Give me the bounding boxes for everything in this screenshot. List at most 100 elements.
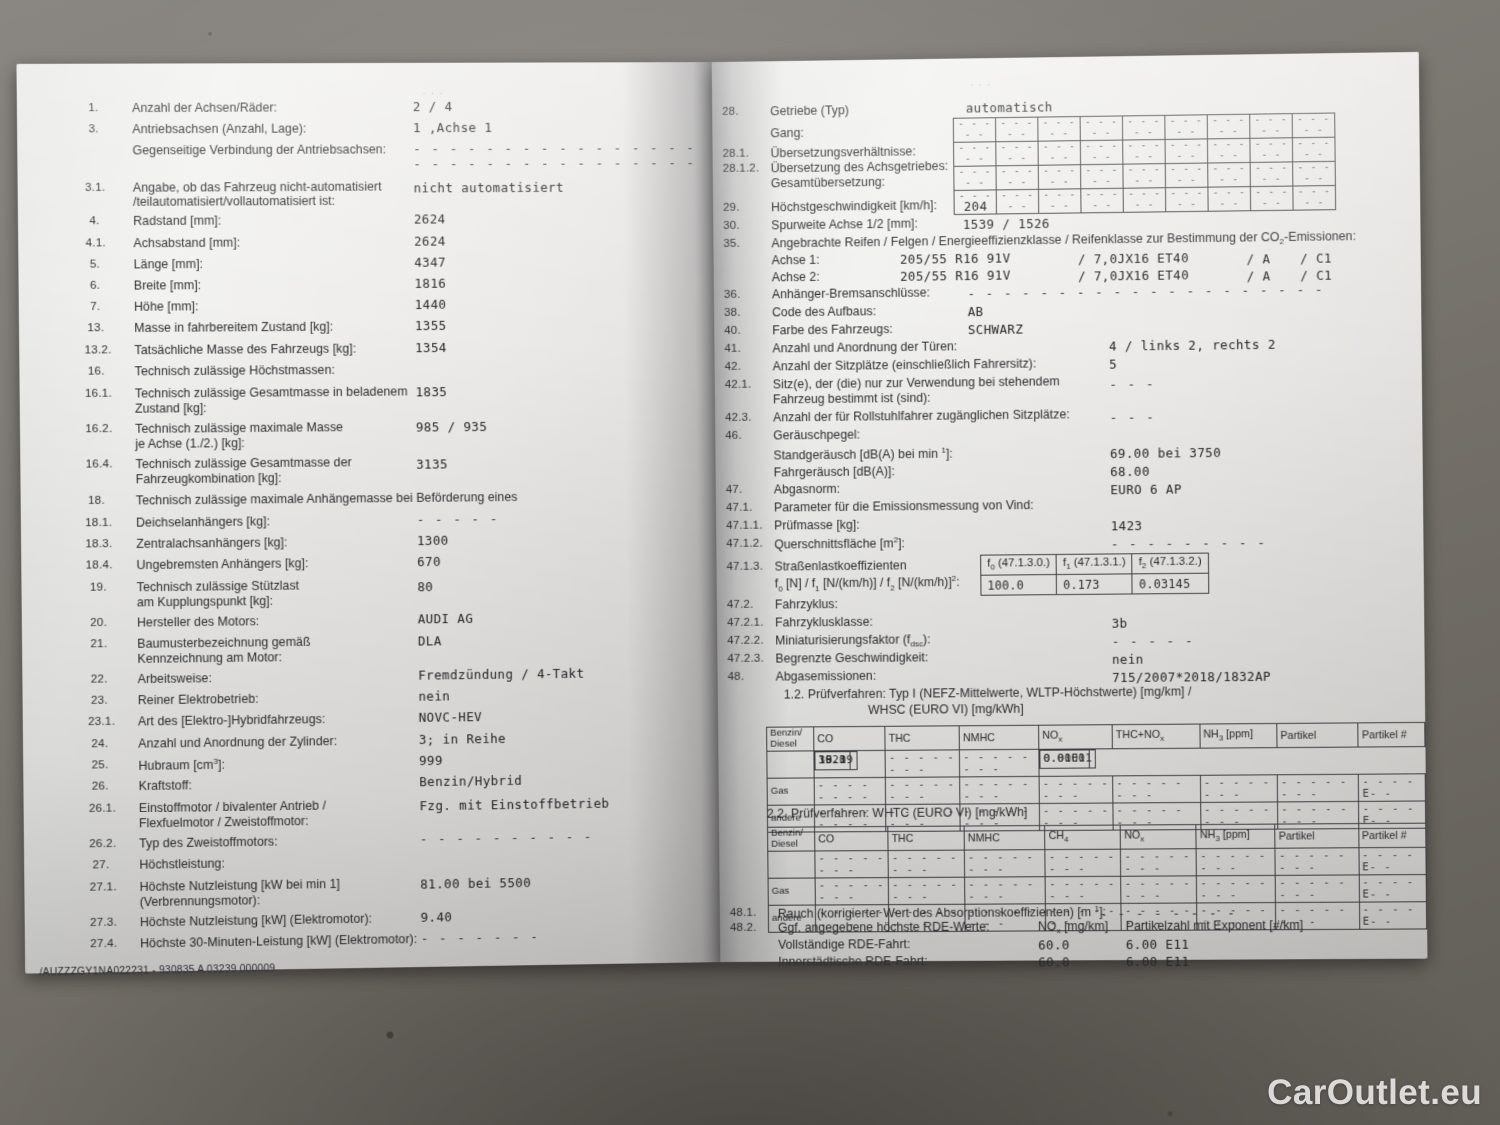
item-value: 80 [417,579,434,595]
emission-column-header: Partikel [1275,823,1359,849]
print-artifact-right: . . . [970,78,992,88]
item-label: Achse 2: [771,269,820,285]
item-label: Achsabstand [mm]: [133,235,241,251]
item-label: Art des [Elektro-]Hybridfahrzeugs: [137,712,326,729]
print-artifact-left: . . . [422,86,445,96]
gear-cell: - - - - - [995,141,1039,166]
gear-cell: - - - - - [1123,187,1166,213]
item-label: Höchste Nutzleistung [kW] (Elektromotor)… [139,911,373,930]
item-number: 27. [92,859,110,872]
item-label: Spurweite Achse 1/2 [mm]: [771,216,918,233]
emission-cell: 0.01E11 [1039,749,1097,769]
item-number: 47.2.2. [727,634,764,647]
emission-cell: - - - -E- - [1358,847,1427,875]
item-value: 68.00 [1110,463,1150,480]
gear-cell: - - - - - [1292,161,1336,187]
item-value: nein [1111,651,1144,667]
item-label: Masse in fahrbereitem Zustand [kg]: [134,319,334,336]
gear-cell: - - - - - [1250,186,1294,211]
right-page-content: . . . 28. Getriebe (Typ) automatisch Gan… [712,52,1428,970]
emission-column-header: NOx [1038,724,1113,750]
item-number: 18.1. [85,516,113,530]
gear-cell: - - - - - [995,117,1039,142]
emission-cell: - - - -E- - [1358,773,1426,802]
item-value: 1354 [415,339,447,356]
gear-cell: - - - - - [1207,138,1251,164]
test-procedure-caption-1: 1.2. Prüfverfahren: Typ I (NEFZ-Mittelwe… [783,684,1192,702]
gear-cell: - - - - - [1292,113,1335,138]
item-label: Technisch zulässige Gesamtmasse der [135,455,352,472]
emission-column-header: THC [884,725,960,751]
emission-column-header: Partikel [1276,722,1359,748]
item-value: 1539 / 1526 [962,215,1050,232]
roadload-value: 0.03145 [1132,573,1209,594]
item-number: 47.2.1. [727,616,764,629]
item-number: 26.2. [89,837,117,851]
emission-column-header: Partikel # [1358,823,1426,848]
gear-ratio-table: - - - - -- - - - -- - - - -- - - - -- - … [953,113,1336,216]
item-value: 985 / 935 [415,418,488,435]
item-value: 670 [417,553,442,570]
emission-column-header: THC+NOx [1112,724,1200,749]
item-number: 22. [90,673,108,686]
item-value: automatisch [965,99,1053,116]
gear-cell: - - - - - [1080,188,1124,213]
item-value: 1300 [416,532,449,549]
item-label: Übersetzungsverhältnisse: [770,144,916,161]
emission-cell: - - - - - - - - [885,749,960,778]
gear-cell: - - - - - [1250,161,1293,187]
emission-cell: - - - - - - - - [1120,848,1197,877]
item-value-rim: / 7,0JX16 ET40 [1077,250,1190,267]
item-label-cont: f0 [N] / f1 [N/(km/h)] / f2 [N/(km/h)]2: [774,573,960,594]
item-number: 7. [90,300,101,314]
item-label: Getriebe (Typ) [770,103,849,119]
emission-cell: - - - - - - - - [1275,847,1359,876]
item-number: 30. [723,219,740,232]
item-number: 4.1. [85,237,106,250]
item-number: 35. [723,237,741,250]
gear-cell: - - - - - [1037,116,1081,142]
item-label: Angabe, ob das Fahrzeug nicht-automatisi… [132,179,382,195]
gear-cell: - - - - - [1164,114,1208,140]
item-label-cont: (Verbrennungsmotor): [139,893,261,910]
item-value: 715/2007*2018/1832AP [1112,668,1272,686]
item-label: Parameter für die Emissionsmessung von V… [773,497,1034,515]
item-value: 1 ,Achse 1 [412,119,493,136]
item-number: 24. [91,737,109,751]
item-value-tyreclass: / C1 [1300,267,1333,284]
item-number: 20. [90,616,108,630]
item-label: Standgeräusch [dB(A) bei min 1]: [773,445,953,463]
rde-urban-pn: 6.00 E11 [1125,953,1190,970]
item-label-cont: je Achse (1./2.) [kg]: [135,436,245,452]
item-value: 81.00 bei 5500 [420,874,532,892]
item-label: Höhe [mm]: [133,299,199,314]
item-label: Fahrgeräusch [dB(A)]: [773,464,895,480]
item-label: Innerstädtische RDE-Fahrt: [778,954,928,969]
watermark: CarOutlet.eu [1267,1073,1482,1112]
item-value: 1835 [415,384,448,400]
item-number: 3.1. [84,181,106,194]
emission-cell: 35.1 [814,751,851,771]
rde-full-pn: 6.00 E11 [1125,936,1190,953]
item-value-efficiency: / A [1246,268,1271,284]
item-value: EURO 6 AP [1110,481,1182,498]
roadload-header: f0 (47.1.3.0.) [980,554,1057,576]
rde-urban-nox: 60.0 [1038,954,1071,970]
item-label-cont: Kennzeichnung am Motor: [137,650,282,666]
item-label: Arbeitsweise: [137,671,213,687]
item-label: Prüfmasse [kg]: [774,517,860,533]
gear-cell: - - - - - [1165,138,1208,164]
item-value: 1816 [414,275,447,291]
item-number: 13. [87,322,105,335]
item-label: Höchstleistung: [139,856,225,872]
gear-cell: - - - - - [1080,164,1124,189]
item-label: Fahrzyklus: [774,597,838,612]
emission-cell: - - - - - - - - [814,777,886,805]
item-label: Anzahl und Anordnung der Türen: [772,339,958,356]
gear-cell: - - - - - [1292,137,1336,162]
item-label: Technisch zulässige Stützlast [136,578,300,595]
item-number: 47.2. [726,598,754,611]
item-label: Anzahl der Sitzplätze (einschließlich Fa… [772,356,1037,374]
gear-cell: - - - - - [1165,163,1208,188]
gear-cell: - - - - - [953,165,997,191]
